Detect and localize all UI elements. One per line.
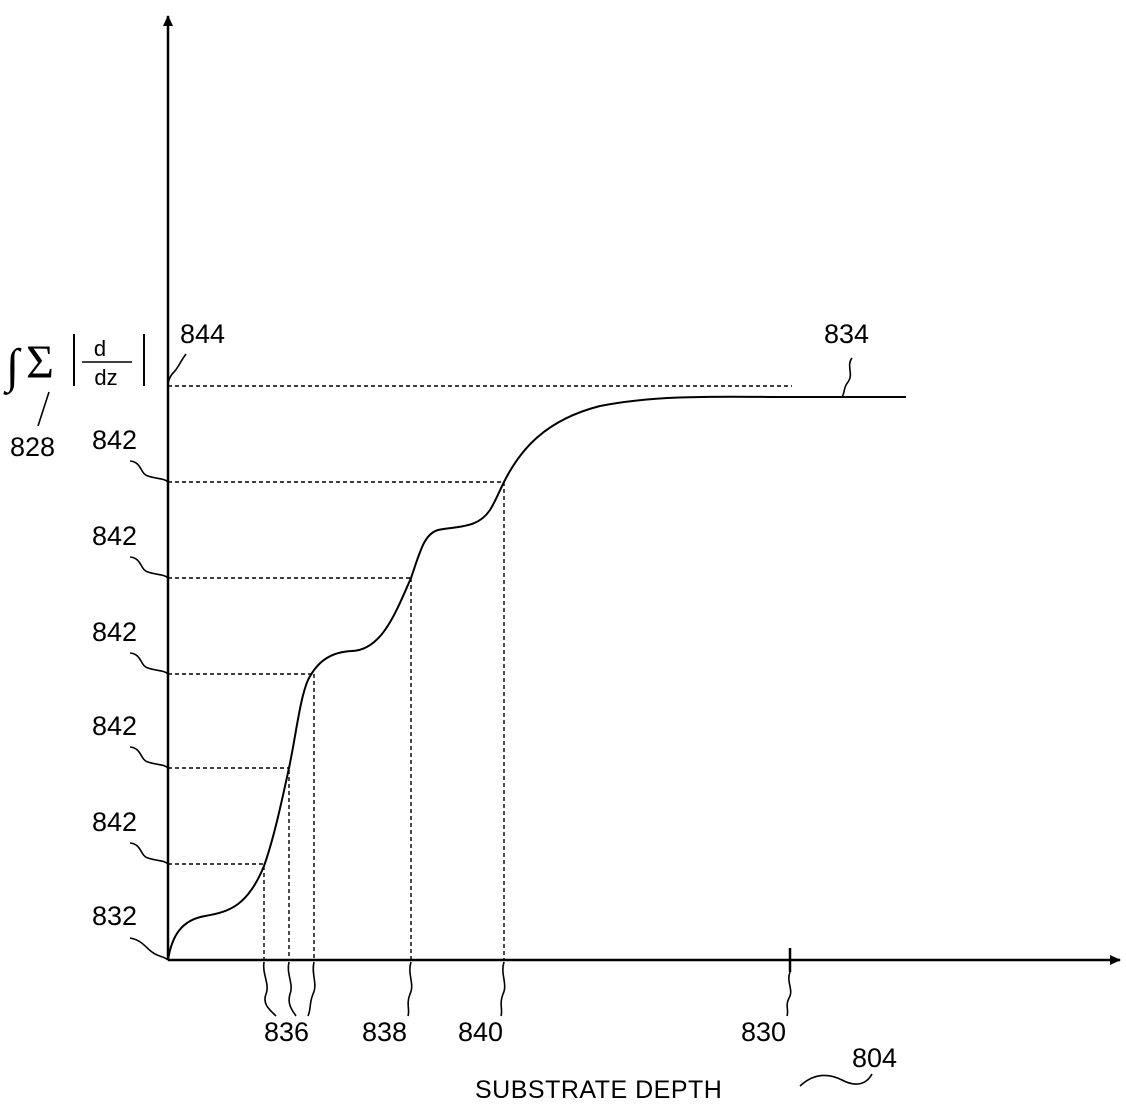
leader-844 [167, 353, 187, 387]
leader-828 [37, 391, 50, 427]
leader-842-4 [129, 746, 169, 769]
leader-834 [841, 357, 853, 398]
formula-numerator: d [94, 336, 106, 361]
ref-label-842-3: 842 [92, 617, 137, 647]
leader-842-2 [129, 556, 169, 579]
formula-integral: ∫ [3, 340, 22, 395]
formula-sum: Σ [26, 336, 54, 389]
leader-830 [786, 971, 792, 1017]
leader-804 [799, 1073, 873, 1087]
ref-label-844: 844 [180, 319, 225, 349]
leader-836-b [287, 961, 297, 1017]
ref-label-840: 840 [458, 1017, 503, 1047]
leader-842-5 [129, 842, 169, 865]
leader-840 [500, 961, 506, 1017]
ref-label-842-5: 842 [92, 807, 137, 837]
leader-836-a [262, 961, 277, 1017]
formula-denominator: dz [94, 365, 117, 390]
ref-label-842-2: 842 [92, 521, 137, 551]
x-axis-title: SUBSTRATE DEPTH [475, 1076, 722, 1104]
ref-label-830: 830 [741, 1017, 786, 1047]
integrated-signal-curve [167, 395, 906, 961]
ref-label-842-4: 842 [92, 711, 137, 741]
ref-label-836: 836 [264, 1017, 309, 1047]
ref-label-804: 804 [852, 1043, 897, 1073]
leader-838 [407, 961, 413, 1017]
ref-label-834: 834 [824, 319, 869, 349]
ref-label-842-1: 842 [92, 425, 137, 455]
y-axis-formula: ∫ Σ d dz [3, 334, 145, 395]
ref-label-838: 838 [362, 1017, 407, 1047]
leader-836-c [307, 961, 316, 1017]
leader-842-3 [129, 652, 169, 675]
leader-832 [129, 937, 169, 961]
leader-842-1 [129, 460, 169, 483]
ref-label-828: 828 [10, 432, 55, 462]
ref-label-832: 832 [92, 901, 137, 931]
